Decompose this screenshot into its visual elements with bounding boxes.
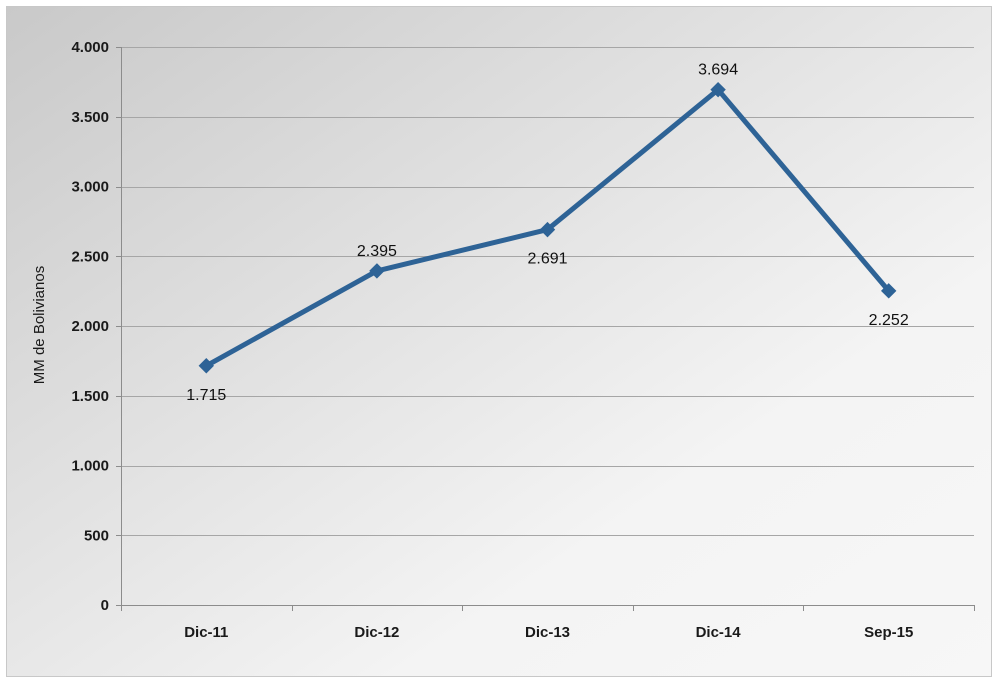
- y-tick-label: 500: [84, 527, 109, 544]
- data-label: 2.395: [357, 243, 397, 260]
- x-tick-label: Dic-14: [696, 624, 742, 641]
- data-labels: 1.715 2.395 2.691 3.694 2.252: [186, 62, 909, 404]
- x-tick-labels: Dic-11 Dic-12 Dic-13 Dic-14 Sep-15: [184, 624, 913, 641]
- data-point-marker: [539, 221, 556, 238]
- chart-frame: [6, 6, 992, 677]
- y-tick-label: 2.500: [71, 248, 109, 265]
- x-tick-label: Sep-15: [864, 624, 913, 641]
- data-label: 2.691: [527, 251, 567, 268]
- y-tick-label: 3.500: [71, 109, 109, 126]
- y-tick-labels: 0 500 1.000 1.500 2.000 2.500 3.000 3.500 4.000: [71, 39, 109, 614]
- series-layer: [198, 81, 897, 374]
- x-tick-label: Dic-12: [354, 624, 399, 641]
- gridlines: [121, 47, 974, 536]
- axes: [116, 47, 975, 611]
- data-label: 3.694: [698, 62, 738, 79]
- x-tick-label: Dic-11: [184, 624, 228, 641]
- y-tick-label: 0: [101, 597, 109, 614]
- data-label: 2.252: [869, 312, 909, 329]
- y-tick-label: 3.000: [71, 179, 109, 196]
- data-point-marker: [369, 263, 385, 279]
- y-tick-label: 1.500: [71, 388, 109, 405]
- y-tick-label: 2.000: [71, 318, 109, 335]
- plot-area-background: [7, 7, 991, 676]
- x-tick-label: Dic-13: [525, 624, 570, 641]
- data-label: 1.715: [186, 387, 226, 404]
- y-axis-title: MM de Bolivianos: [31, 266, 48, 384]
- data-point-marker: [880, 283, 897, 299]
- data-point-marker: [710, 81, 726, 98]
- y-tick-label: 4.000: [71, 39, 109, 56]
- y-tick-label: 1.000: [71, 458, 109, 475]
- data-point-marker: [198, 358, 215, 374]
